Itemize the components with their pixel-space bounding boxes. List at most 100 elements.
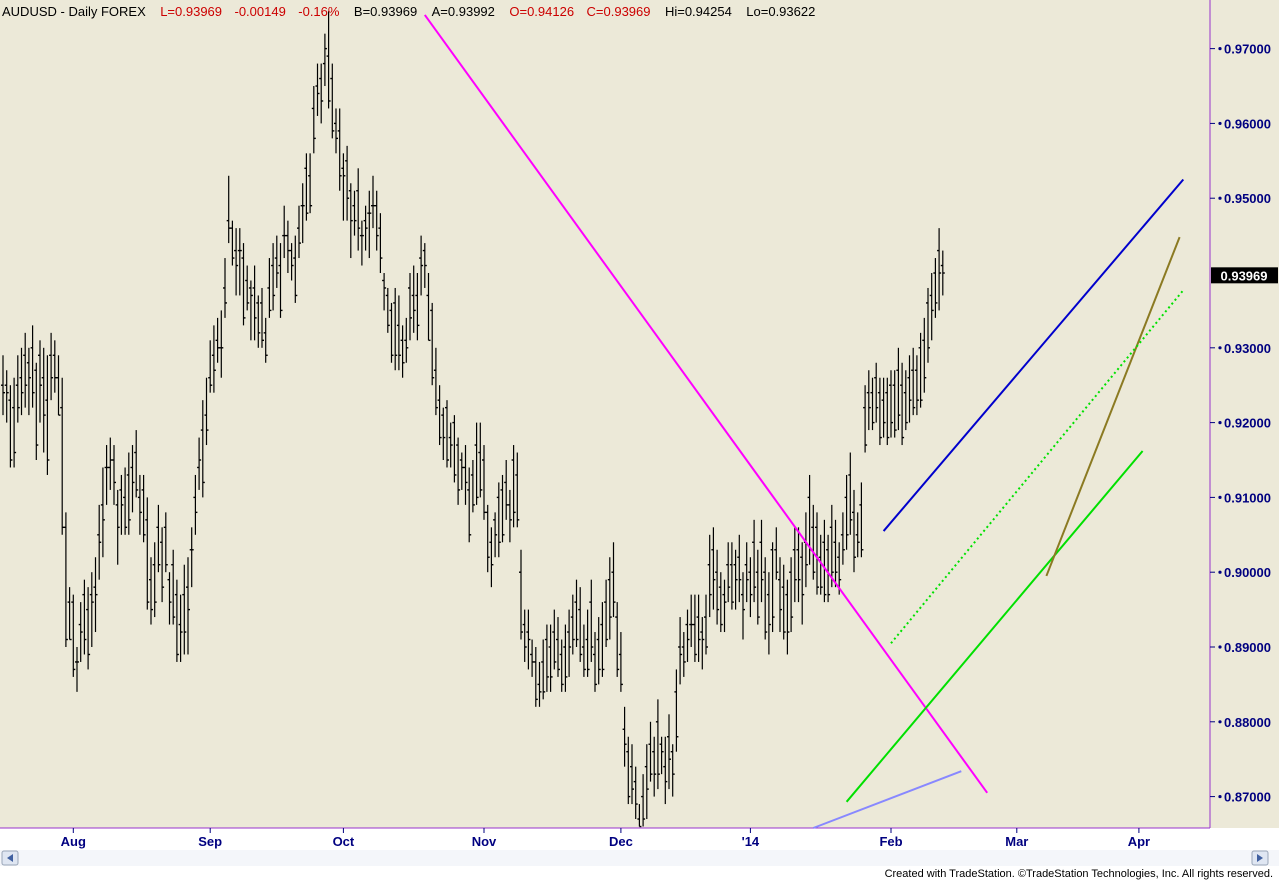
price-tick-dot <box>1218 570 1222 574</box>
ohlc-bar <box>637 804 642 828</box>
ohlc-bar <box>49 332 54 401</box>
price-tick-dot <box>1218 720 1222 724</box>
ohlc-bar <box>341 153 346 221</box>
ohlc-bar <box>896 347 901 431</box>
ohlc-bar <box>75 646 79 692</box>
ohlc-bar <box>504 460 509 520</box>
ohlc-bar <box>815 512 819 595</box>
ohlc-bar <box>507 489 512 543</box>
ohlc-bar <box>792 527 797 603</box>
ohlc-bar <box>689 594 694 647</box>
price-tick-label: 0.93000 <box>1224 341 1271 356</box>
lavender-line <box>812 770 962 829</box>
ohlc-bar <box>382 273 387 311</box>
ohlc-bar <box>907 355 912 423</box>
last-label: L=0.93969 <box>160 4 222 19</box>
ohlc-bar <box>226 175 231 244</box>
ohlc-bar <box>574 579 579 647</box>
ohlc-bar <box>585 609 590 677</box>
ohlc-bar <box>715 549 720 625</box>
ohlc-bar <box>337 108 342 191</box>
plot-background <box>0 0 1210 828</box>
ohlc-bar <box>359 220 364 266</box>
ohlc-bar <box>252 265 257 341</box>
ohlc-bar <box>541 639 546 700</box>
horizontal-scrollbar[interactable] <box>0 850 1279 866</box>
ohlc-bar <box>589 579 594 662</box>
ohlc-bar <box>926 287 930 363</box>
ohlc-bar <box>700 617 705 670</box>
ohlc-bar <box>304 153 309 221</box>
green-dotted-line <box>890 289 1185 644</box>
ohlc-bar <box>363 205 368 251</box>
time-tick-label: '14 <box>742 834 760 849</box>
ohlc-bar <box>134 430 139 498</box>
ohlc-bar <box>622 706 627 767</box>
ohlc-bar <box>752 519 757 603</box>
ohlc-bar <box>493 512 498 558</box>
ohlc-bar <box>681 632 686 677</box>
ohlc-bar <box>500 474 505 543</box>
ohlc-bar <box>600 602 605 677</box>
ohlc-bar <box>496 482 501 558</box>
ohlc-bar <box>567 609 572 677</box>
ohlc-bar <box>12 377 17 468</box>
ohlc-bar <box>733 549 738 610</box>
ohlc-bar <box>422 243 427 288</box>
ohlc-bar <box>570 594 575 655</box>
ohlc-bar <box>903 370 908 431</box>
ohlc-bar <box>171 549 176 625</box>
ohlc-bar <box>45 355 50 475</box>
ohlc-bar <box>711 527 716 610</box>
ohlc-bar <box>685 609 690 662</box>
ohlc-bar <box>789 557 794 633</box>
ohlc-bar <box>482 445 486 520</box>
ohlc-bar <box>530 639 535 677</box>
ohlc-bar <box>104 445 109 505</box>
time-tick-label: Nov <box>472 834 497 849</box>
ohlc-bar <box>800 542 805 625</box>
copyright-footer: Created with TradeStation. ©TradeStation… <box>884 868 1273 880</box>
last-price-marker: 0.93969 <box>1211 267 1278 284</box>
price-tick-label: 0.88000 <box>1224 715 1271 730</box>
ohlc-bar <box>456 437 461 505</box>
blue-channel-line <box>882 178 1185 532</box>
ohlc-bar <box>1 355 5 416</box>
ohlc-bar <box>707 534 712 618</box>
scrollbar-track[interactable] <box>0 850 1279 866</box>
ohlc-bar <box>378 213 383 274</box>
ohlc-bar <box>596 617 601 685</box>
ohlc-bar <box>182 564 187 655</box>
ohlc-bar <box>230 220 235 266</box>
ohlc-bar <box>563 624 568 692</box>
ohlc-bar <box>881 377 886 438</box>
ohlc-bar <box>141 474 146 543</box>
ohlc-bar <box>763 557 768 640</box>
ohlc-bar <box>766 572 771 655</box>
ohlc-bar <box>126 452 131 535</box>
ohlc-bar <box>271 243 276 311</box>
ohlc-bar <box>208 340 213 393</box>
ohlc-bar <box>556 617 560 677</box>
ohlc-bar <box>929 273 934 341</box>
ohlc-bar <box>781 564 786 640</box>
ohlc-bar <box>34 362 39 460</box>
ohlc-bar <box>315 63 320 116</box>
olive-trend-line <box>1045 236 1181 577</box>
ohlc-bar <box>911 347 916 416</box>
ohlc-bar <box>89 572 94 647</box>
ohlc-bar <box>726 542 731 603</box>
ask-label: A=0.93992 <box>432 4 495 19</box>
ohlc-bar <box>489 527 494 588</box>
ohlc-bar <box>914 355 919 416</box>
ohlc-bar <box>93 557 98 633</box>
price-tick-label: 0.90000 <box>1224 565 1271 580</box>
ohlc-bar <box>559 639 564 692</box>
time-tick-label: Dec <box>609 834 633 849</box>
ohlc-bar <box>348 183 353 259</box>
ohlc-bar <box>289 243 294 281</box>
ohlc-bar <box>633 766 638 820</box>
ohlc-bar <box>644 744 649 820</box>
ohlc-bar <box>86 587 91 670</box>
